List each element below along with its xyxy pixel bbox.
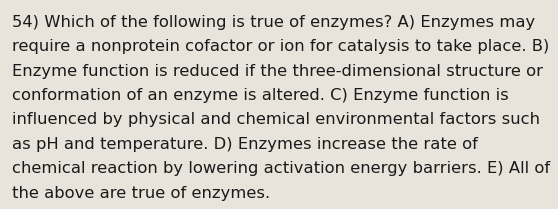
Text: conformation of an enzyme is altered. C) Enzyme function is: conformation of an enzyme is altered. C)… bbox=[12, 88, 509, 103]
Text: chemical reaction by lowering activation energy barriers. E) All of: chemical reaction by lowering activation… bbox=[12, 161, 550, 176]
Text: require a nonprotein cofactor or ion for catalysis to take place. B): require a nonprotein cofactor or ion for… bbox=[12, 39, 550, 54]
Text: influenced by physical and chemical environmental factors such: influenced by physical and chemical envi… bbox=[12, 112, 540, 127]
Text: the above are true of enzymes.: the above are true of enzymes. bbox=[12, 186, 271, 201]
Text: 54) Which of the following is true of enzymes? A) Enzymes may: 54) Which of the following is true of en… bbox=[12, 15, 536, 30]
Text: as pH and temperature. D) Enzymes increase the rate of: as pH and temperature. D) Enzymes increa… bbox=[12, 137, 478, 152]
Text: Enzyme function is reduced if the three-dimensional structure or: Enzyme function is reduced if the three-… bbox=[12, 64, 543, 79]
